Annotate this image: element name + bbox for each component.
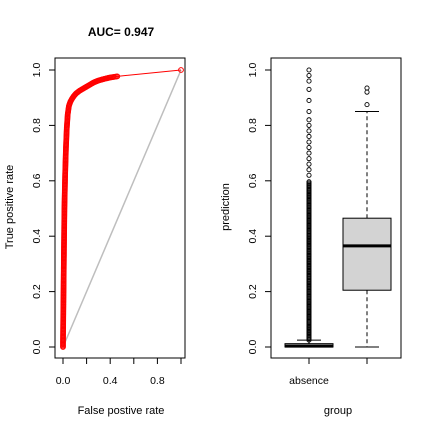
box-outlier — [306, 78, 312, 84]
boxplot-y-tick-label: 0.4 — [247, 229, 259, 244]
roc-x-axis-label: False postive rate — [78, 405, 165, 417]
roc-y-tick-label: 0.0 — [31, 340, 43, 355]
roc-point — [178, 67, 184, 73]
boxplot-x-tick-label: absence — [289, 375, 329, 387]
boxplot-x-axis-label: group — [324, 405, 352, 417]
box-outlier — [306, 133, 312, 140]
roc-series — [60, 67, 184, 350]
roc-point — [114, 73, 121, 80]
roc-y-tick-label: 0.4 — [31, 229, 43, 244]
boxplot-panel: 0.0 0.2 0.4 0.6 0.8 1.0 absence group predict… — [220, 57, 402, 417]
roc-y-tick-label: 0.6 — [31, 173, 43, 188]
box-outlier — [364, 102, 370, 108]
roc-panel: AUC= 0.947 0.0 0.4 0.8 0.00.20.40.60.81.0 … — [4, 25, 186, 417]
boxplot-y-axis: 0.0 0.2 0.4 0.6 0.8 1.0 — [247, 63, 272, 355]
roc-y-axis-label: True positive rate — [4, 165, 16, 250]
boxplot-y-tick-label: 0.6 — [247, 173, 259, 188]
roc-x-tick-label: 0.0 — [56, 375, 71, 387]
roc-y-axis: 0.0 0.2 0.4 0.6 0.8 1.0 — [31, 63, 56, 355]
box-outlier — [306, 86, 312, 92]
box-outlier — [306, 179, 312, 185]
box-outlier — [306, 156, 312, 162]
box-outlier — [306, 150, 312, 156]
roc-diagonal-line — [62, 69, 182, 348]
box-outlier — [364, 85, 370, 91]
boxplot-x-axis: absence — [289, 357, 368, 387]
boxplot-y-tick-label: 0.2 — [247, 284, 259, 299]
boxplot-plot-frame — [270, 57, 402, 359]
roc-x-tick-label: 0.4 — [103, 375, 118, 387]
roc-y-tick-label: 0.8 — [31, 118, 43, 133]
box-group — [284, 67, 334, 348]
boxplot-y-tick-label: 1.0 — [247, 63, 259, 78]
box-outlier — [364, 89, 370, 95]
boxplot-boxes — [284, 67, 392, 348]
box-outlier — [306, 117, 312, 123]
box-outlier — [306, 167, 312, 173]
boxplot-y-tick-label: 0.8 — [247, 118, 259, 133]
roc-y-tick-label: 0.2 — [31, 284, 43, 299]
boxplot-y-axis-label: prediction — [220, 183, 232, 231]
box-outlier — [306, 97, 312, 104]
roc-y-tick-label: 1.0 — [31, 63, 43, 78]
box-outlier — [306, 109, 312, 115]
box-outlier — [306, 139, 312, 145]
roc-x-tick-label: 0.8 — [150, 375, 165, 387]
roc-title: AUC= 0.947 — [88, 25, 155, 39]
box-outlier — [306, 67, 312, 73]
box-outlier — [306, 145, 312, 151]
box-outlier — [306, 161, 312, 167]
roc-plot-frame — [54, 57, 186, 359]
box-outlier — [306, 122, 312, 128]
box-iqr — [342, 217, 392, 291]
box-outlier — [306, 172, 312, 178]
roc-x-axis: 0.0 0.4 0.8 — [56, 357, 182, 387]
box-outlier — [306, 128, 312, 134]
box-group — [342, 85, 392, 348]
boxplot-y-tick-label: 0.0 — [247, 340, 259, 355]
box-outlier — [306, 72, 312, 79]
